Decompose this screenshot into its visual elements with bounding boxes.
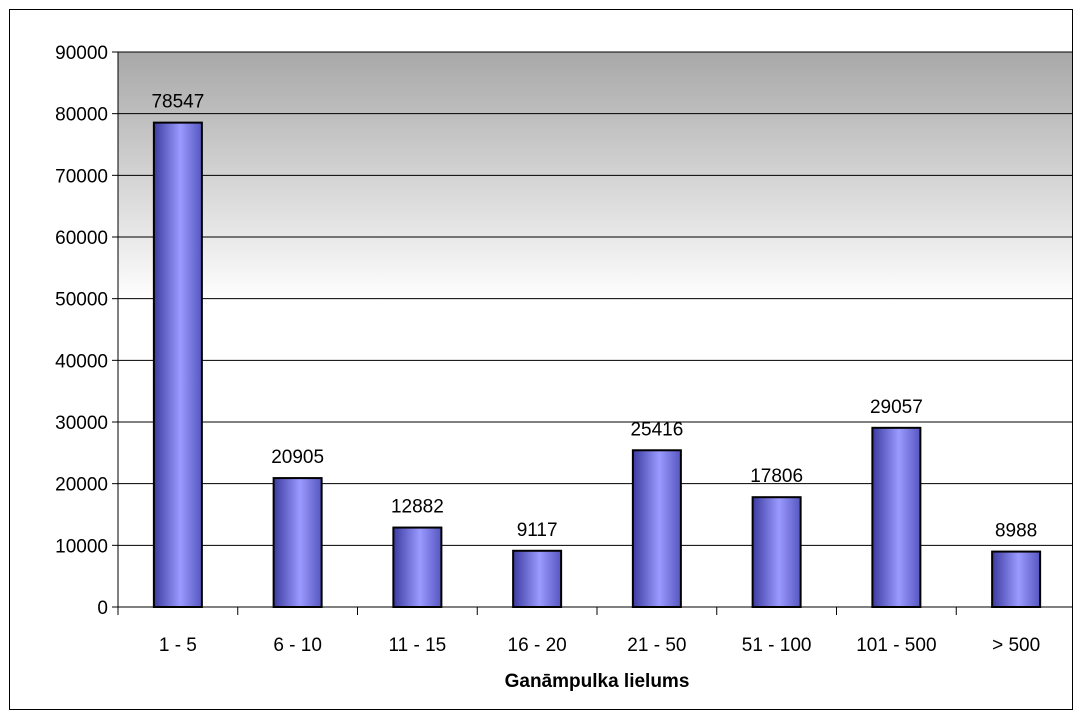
x-tick-label: 11 - 15	[389, 635, 447, 656]
x-tick-label: 51 - 100	[742, 635, 812, 656]
y-tick-label: 40000	[55, 351, 108, 372]
data-label: 29057	[870, 397, 923, 418]
bar	[392, 526, 443, 608]
chart-frame: 0 10000 20000 30000 40000 50000 60000 70000 8000…	[9, 9, 1073, 710]
bar	[871, 426, 922, 608]
y-tick-label: 30000	[55, 413, 108, 434]
y-tick-label: 50000	[55, 290, 108, 311]
y-tick-label: 20000	[55, 475, 108, 496]
y-tick-label: 0	[97, 598, 108, 619]
y-tick-label: 80000	[55, 105, 108, 126]
x-tick-label: 16 - 20	[508, 635, 567, 656]
y-tick-label: 70000	[55, 166, 108, 187]
plot-area	[118, 52, 1072, 607]
bar	[512, 549, 563, 609]
bar	[631, 449, 682, 608]
data-label: 78547	[151, 92, 204, 113]
bars	[152, 121, 1042, 609]
x-tick-label: 101 - 500	[856, 635, 936, 656]
y-tick-label: 90000	[55, 43, 108, 64]
y-tick-label: 60000	[55, 228, 108, 249]
x-axis-title: Ganāmpulka lielums	[505, 671, 690, 692]
data-label: 8988	[995, 521, 1037, 542]
data-label: 17806	[750, 466, 803, 487]
data-label: 12882	[391, 497, 444, 518]
labels: 0 10000 20000 30000 40000 50000 60000 70000 8000…	[55, 43, 1040, 656]
bar	[751, 496, 802, 608]
x-tick-label: > 500	[992, 635, 1040, 656]
bar	[991, 550, 1042, 608]
axes	[112, 51, 1072, 615]
data-label: 20905	[271, 447, 324, 468]
x-tick-label: 1 - 5	[159, 635, 197, 656]
bar-chart: 0 10000 20000 30000 40000 50000 60000 70000 8000…	[55, 43, 1072, 692]
x-tick-label: 21 - 50	[627, 635, 686, 656]
data-label: 25416	[630, 419, 683, 440]
bar	[272, 477, 323, 609]
bar	[152, 121, 203, 608]
y-tick-label: 10000	[55, 536, 108, 557]
data-label: 9117	[517, 520, 558, 541]
x-tick-label: 6 - 10	[273, 635, 322, 656]
